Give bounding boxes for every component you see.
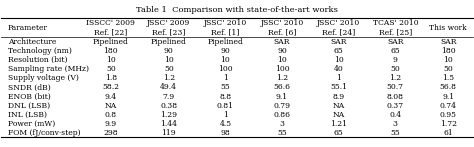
- Text: 180: 180: [441, 47, 456, 55]
- Text: 8.8: 8.8: [219, 92, 231, 101]
- Text: 8.9: 8.9: [333, 92, 345, 101]
- Text: 10: 10: [164, 56, 173, 64]
- Text: 55: 55: [391, 129, 400, 137]
- Text: 55: 55: [220, 83, 230, 91]
- Text: 0.86: 0.86: [273, 111, 291, 119]
- Text: 50.7: 50.7: [387, 83, 404, 91]
- Text: 61: 61: [443, 129, 453, 137]
- Text: Pipelined: Pipelined: [151, 38, 187, 46]
- Text: 10: 10: [220, 56, 230, 64]
- Text: 98: 98: [220, 129, 230, 137]
- Text: 9.9: 9.9: [105, 120, 117, 128]
- Text: DNL (LSB): DNL (LSB): [8, 102, 50, 110]
- Text: 10: 10: [106, 56, 116, 64]
- Text: 1.29: 1.29: [160, 111, 177, 119]
- Text: SAR: SAR: [330, 38, 347, 46]
- Text: 9.1: 9.1: [442, 92, 454, 101]
- Text: Table 1  Comparison with state-of-the-art works: Table 1 Comparison with state-of-the-art…: [136, 6, 338, 14]
- Text: SNDR (dB): SNDR (dB): [8, 83, 51, 91]
- Text: 65: 65: [334, 47, 344, 55]
- Text: 55.1: 55.1: [330, 83, 347, 91]
- Text: SAR: SAR: [274, 38, 290, 46]
- Text: INL (LSB): INL (LSB): [8, 111, 47, 119]
- Text: FOM (fJ/conv·step): FOM (fJ/conv·step): [8, 129, 81, 137]
- Text: JSSC' 2010
Ref. [1]: JSSC' 2010 Ref. [1]: [204, 19, 247, 37]
- Text: 180: 180: [103, 47, 118, 55]
- Text: 100: 100: [275, 65, 289, 73]
- Text: 50: 50: [106, 65, 116, 73]
- Text: Sampling rate (MHz): Sampling rate (MHz): [8, 65, 89, 73]
- Text: 0.81: 0.81: [217, 102, 234, 110]
- Text: Architecture: Architecture: [8, 38, 56, 46]
- Text: 4.5: 4.5: [219, 120, 231, 128]
- Text: JSSC' 2010
Ref. [24]: JSSC' 2010 Ref. [24]: [317, 19, 360, 37]
- Text: 1: 1: [223, 111, 228, 119]
- Text: 10: 10: [334, 56, 344, 64]
- Text: Technology (nm): Technology (nm): [8, 47, 72, 55]
- Text: 50: 50: [164, 65, 173, 73]
- Text: Supply voltage (V): Supply voltage (V): [8, 74, 79, 82]
- Text: 119: 119: [162, 129, 176, 137]
- Text: 0.95: 0.95: [440, 111, 456, 119]
- Text: ISSCC' 2009
Ref. [22]: ISSCC' 2009 Ref. [22]: [86, 19, 135, 37]
- Text: 90: 90: [220, 47, 230, 55]
- Text: 7.9: 7.9: [163, 92, 175, 101]
- Text: 55: 55: [277, 129, 287, 137]
- Text: 65: 65: [334, 129, 344, 137]
- Text: 10: 10: [277, 56, 287, 64]
- Text: NA: NA: [105, 102, 117, 110]
- Text: 50: 50: [443, 65, 453, 73]
- Text: 56.8: 56.8: [440, 83, 456, 91]
- Text: 0.4: 0.4: [389, 111, 401, 119]
- Text: 9: 9: [393, 56, 398, 64]
- Text: 90: 90: [277, 47, 287, 55]
- Text: 56.6: 56.6: [273, 83, 291, 91]
- Text: 1.72: 1.72: [440, 120, 456, 128]
- Text: 0.8: 0.8: [105, 111, 117, 119]
- Text: Parameter: Parameter: [8, 24, 48, 32]
- Text: 9.4: 9.4: [105, 92, 117, 101]
- Text: JSSC' 2010
Ref. [6]: JSSC' 2010 Ref. [6]: [260, 19, 304, 37]
- Text: 65: 65: [391, 47, 400, 55]
- Text: 1.5: 1.5: [442, 74, 454, 82]
- Text: Resolution (bit): Resolution (bit): [8, 56, 67, 64]
- Text: 8.08: 8.08: [387, 92, 404, 101]
- Text: 9.1: 9.1: [276, 92, 288, 101]
- Text: SAR: SAR: [387, 38, 404, 46]
- Text: This work: This work: [429, 24, 467, 32]
- Text: 1.8: 1.8: [105, 74, 117, 82]
- Text: 1.2: 1.2: [276, 74, 288, 82]
- Text: 3: 3: [393, 120, 398, 128]
- Text: 3: 3: [280, 120, 284, 128]
- Text: 58.2: 58.2: [102, 83, 119, 91]
- Text: JSSC' 2009
Ref. [23]: JSSC' 2009 Ref. [23]: [147, 19, 191, 37]
- Text: 0.37: 0.37: [387, 102, 404, 110]
- Text: 298: 298: [103, 129, 118, 137]
- Text: 0.38: 0.38: [160, 102, 177, 110]
- Text: SAR: SAR: [440, 38, 456, 46]
- Text: 1.2: 1.2: [389, 74, 401, 82]
- Text: Power (mW): Power (mW): [8, 120, 55, 128]
- Text: 1: 1: [223, 74, 228, 82]
- Text: NA: NA: [333, 102, 345, 110]
- Text: 1.44: 1.44: [160, 120, 177, 128]
- Text: 49.4: 49.4: [160, 83, 177, 91]
- Text: 0.74: 0.74: [440, 102, 456, 110]
- Text: 50: 50: [391, 65, 400, 73]
- Text: 0.79: 0.79: [273, 102, 291, 110]
- Text: Pipelined: Pipelined: [208, 38, 243, 46]
- Text: 10: 10: [443, 56, 453, 64]
- Text: NA: NA: [333, 111, 345, 119]
- Text: Pipelined: Pipelined: [93, 38, 129, 46]
- Text: 90: 90: [164, 47, 173, 55]
- Text: 40: 40: [334, 65, 344, 73]
- Text: TCAS' 2010
Ref. [25]: TCAS' 2010 Ref. [25]: [373, 19, 418, 37]
- Text: 1.2: 1.2: [163, 74, 175, 82]
- Text: ENOB (bit): ENOB (bit): [8, 92, 51, 101]
- Text: 1: 1: [336, 74, 341, 82]
- Text: 100: 100: [218, 65, 233, 73]
- Text: 1.21: 1.21: [330, 120, 347, 128]
